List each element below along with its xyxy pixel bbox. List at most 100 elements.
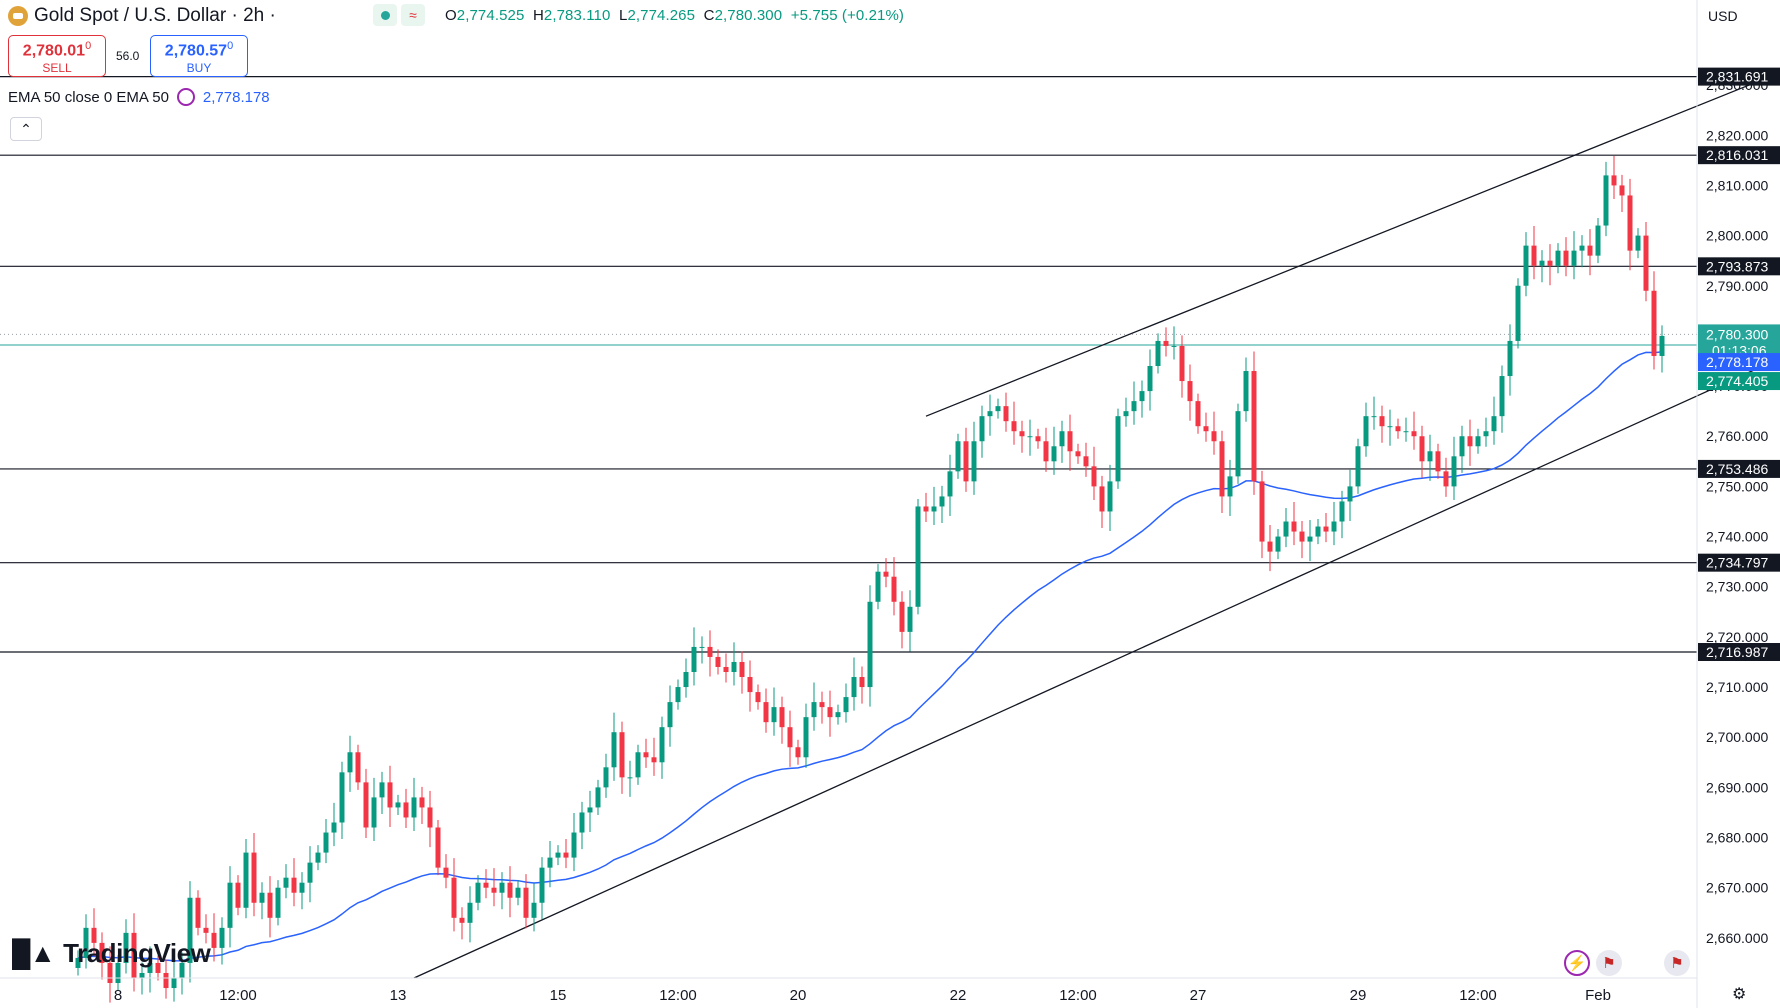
candle-body: [1587, 245, 1593, 256]
refresh-icon[interactable]: [176, 88, 195, 106]
candle-body: [883, 571, 889, 577]
price-tick-label: 2,810.000: [1706, 177, 1768, 193]
candle-body: [323, 832, 329, 853]
candle-body: [1499, 376, 1505, 417]
candle-body: [691, 646, 697, 673]
candle-body: [1003, 406, 1009, 422]
candle-body: [235, 882, 241, 908]
us-flag-icon[interactable]: ⚑: [1596, 950, 1622, 976]
candle-body: [139, 972, 145, 978]
market-open-indicator[interactable]: [373, 4, 397, 26]
candle-body: [579, 812, 585, 833]
candle-body: [291, 877, 297, 893]
candle-body: [1195, 401, 1201, 427]
candle-body: [1443, 471, 1449, 487]
candle-body: [1627, 195, 1633, 251]
indicator-legend[interactable]: EMA 50 close 0 EMA 50 2,778.178: [8, 88, 270, 106]
candle-body: [1451, 456, 1457, 487]
candle-body: [299, 882, 305, 893]
candle-body: [379, 782, 385, 798]
candles: [75, 155, 1665, 1003]
candle-body: [1259, 481, 1265, 542]
indicator-value: 2,778.178: [202, 88, 270, 106]
candle-body: [1291, 521, 1297, 532]
time-tick-label: 20: [790, 987, 807, 1004]
chevron-up-icon: ⌃: [20, 120, 32, 137]
close-label: C: [703, 7, 715, 24]
candle-body: [651, 757, 657, 763]
candle-body: [1051, 446, 1057, 462]
candle-body: [1387, 426, 1393, 428]
price-tick-label: 2,800.000: [1706, 228, 1768, 244]
channel-upper-line: [925, 74, 1775, 417]
candle-body: [443, 867, 449, 878]
symbol-header[interactable]: Gold Spot / U.S. Dollar · 2h ·: [8, 4, 276, 28]
candle-body: [347, 752, 353, 773]
interval-label[interactable]: 2h: [243, 5, 265, 26]
candle-body: [1651, 290, 1657, 356]
level-label-box: [1698, 146, 1780, 165]
brand-name: TradingView: [63, 938, 211, 968]
candle-body: [1155, 340, 1161, 367]
candle-body: [1483, 431, 1489, 437]
candle-body: [1139, 391, 1145, 402]
level-label-box: [1698, 643, 1780, 662]
time-tick-label: 15: [550, 987, 567, 1004]
sell-button[interactable]: 2,780.010 SELL: [8, 35, 106, 77]
settings-gear-icon[interactable]: ⚙: [1732, 986, 1747, 1003]
candle-body: [1659, 335, 1665, 356]
indicator-label: EMA 50 close 0 EMA 50: [8, 88, 169, 106]
candle-body: [827, 707, 833, 718]
us-flag-icon-2[interactable]: ⚑: [1664, 950, 1690, 976]
candle-body: [1603, 175, 1609, 226]
collapse-legend-button[interactable]: ⌃: [10, 117, 42, 141]
buy-button[interactable]: 2,780.570 BUY: [150, 35, 248, 77]
candle-body: [755, 692, 761, 703]
candle-body: [1507, 340, 1513, 377]
candle-body: [1075, 451, 1081, 457]
lightning-icon[interactable]: ⚡: [1564, 950, 1590, 976]
candle-body: [1579, 245, 1585, 251]
candle-body: [1515, 285, 1521, 341]
tradingview-logo[interactable]: █▲ TradingView: [12, 938, 211, 969]
candle-body: [619, 732, 625, 778]
high-label: H: [532, 7, 544, 24]
level-label: 2,716.987: [1706, 644, 1768, 660]
level-label: 2,831.691: [1706, 69, 1768, 85]
candle-body: [411, 797, 417, 818]
candle-body: [699, 646, 705, 648]
candle-body: [1411, 431, 1417, 437]
time-tick-label: 13: [390, 987, 407, 1004]
price-axis: 2,660.000 2,670.000 2,680.000 2,690.000 2,70…: [1696, 0, 1780, 1008]
candle-body: [1243, 371, 1249, 412]
currency-selector[interactable]: USD: [1708, 8, 1738, 24]
candle-body: [1379, 416, 1385, 427]
candle-body: [1523, 245, 1529, 286]
candle-body: [1115, 416, 1121, 482]
price-tick-label: 2,660.000: [1706, 930, 1768, 946]
candle-body: [571, 832, 577, 858]
buy-price: 2,780.570: [164, 40, 234, 60]
candle-body: [739, 661, 745, 678]
price-tick-label: 2,820.000: [1706, 127, 1768, 143]
candle-body: [803, 717, 809, 758]
candle-body: [275, 887, 281, 918]
price-tick-label: 2,740.000: [1706, 529, 1768, 545]
more-dot: ·: [269, 5, 276, 26]
candle-body: [555, 852, 561, 858]
close-value: 2,780.300: [714, 7, 783, 24]
candle-body: [283, 877, 289, 888]
candle-body: [1339, 501, 1345, 522]
price-tick-label: 2,690.000: [1706, 779, 1768, 795]
candle-body: [339, 772, 345, 823]
candle-body: [715, 656, 721, 667]
level-label: 2,753.486: [1706, 461, 1768, 477]
candle-body: [611, 732, 617, 768]
candle-body: [1531, 245, 1537, 266]
right-flag: ⚑: [1664, 950, 1690, 976]
channel-trendlines: [413, 74, 1775, 979]
data-delay-indicator[interactable]: ≈: [401, 4, 425, 26]
candle-body: [1027, 436, 1033, 438]
high-value: 2,783.110: [543, 7, 611, 24]
